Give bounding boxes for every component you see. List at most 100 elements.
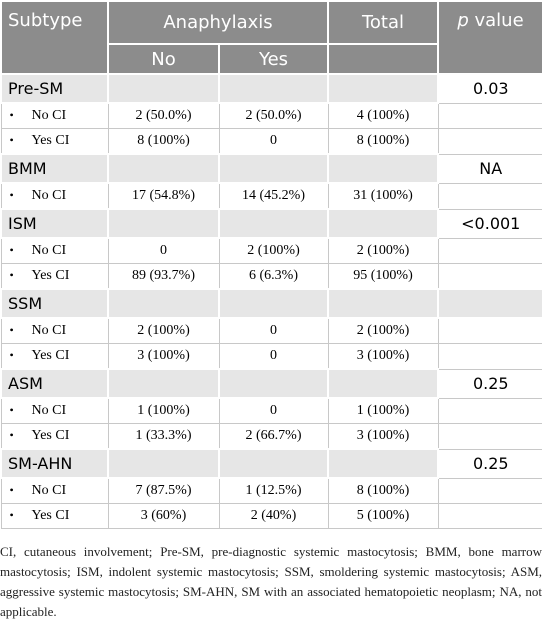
empty-cell: [327, 448, 439, 479]
count-cell: 17 (54.8%): [107, 182, 220, 210]
row-label: Yes CI: [0, 503, 109, 529]
empty-cell: [437, 237, 542, 264]
data-row: No CI2 (100%)02 (100%): [0, 317, 542, 344]
header-cell: Anaphylaxis: [107, 0, 329, 45]
count-cell: 0: [218, 397, 329, 424]
p-value-cell: 0.25: [437, 448, 542, 479]
header-cell: Yes: [218, 43, 329, 75]
count-cell: 5 (100%): [327, 503, 439, 529]
count-cell: 1 (100%): [107, 397, 220, 424]
subtype-cell: Pre-SM: [0, 73, 109, 104]
count-cell: 7 (87.5%): [107, 477, 220, 504]
empty-cell: [107, 208, 220, 239]
row-label: Yes CI: [0, 343, 109, 370]
p-value-cell: NA: [437, 153, 542, 184]
count-cell: 0: [107, 237, 220, 264]
count-cell: 8 (100%): [327, 128, 439, 155]
subtype-cell: BMM: [0, 153, 109, 184]
row-label: No CI: [0, 102, 109, 129]
count-cell: 2 (50.0%): [107, 102, 220, 129]
subtype-cell: SM-AHN: [0, 448, 109, 479]
count-cell: 2 (40%): [218, 503, 329, 529]
data-row: Yes CI8 (100%)08 (100%): [0, 128, 542, 155]
data-row: Yes CI1 (33.3%)2 (66.7%)3 (100%): [0, 423, 542, 450]
count-cell: 2 (100%): [107, 317, 220, 344]
count-cell: 0: [218, 343, 329, 370]
empty-cell: [218, 153, 329, 184]
count-cell: 95 (100%): [327, 263, 439, 290]
row-label: No CI: [0, 237, 109, 264]
empty-cell: [437, 343, 542, 370]
row-label: Yes CI: [0, 263, 109, 290]
empty-cell: [437, 503, 542, 529]
count-cell: 2 (100%): [327, 237, 439, 264]
count-cell: 1 (12.5%): [218, 477, 329, 504]
count-cell: 14 (45.2%): [218, 182, 329, 210]
empty-cell: [327, 288, 439, 319]
data-row: No CI7 (87.5%)1 (12.5%)8 (100%): [0, 477, 542, 504]
footnote: CI, cutaneous involvement; Pre-SM, pre-d…: [0, 544, 542, 619]
group-row: SSM: [0, 288, 542, 319]
group-row: ASM 0.25: [0, 368, 542, 399]
empty-cell: [218, 288, 329, 319]
empty-cell: [218, 368, 329, 399]
header-text: p: [457, 10, 469, 31]
group-row: Pre-SM 0.03: [0, 73, 542, 104]
count-cell: 8 (100%): [327, 477, 439, 504]
empty-cell: [218, 208, 329, 239]
group-row: ISM <0.001: [0, 208, 542, 239]
row-label: No CI: [0, 182, 109, 210]
subtype-cell: ASM: [0, 368, 109, 399]
count-cell: 4 (100%): [327, 102, 439, 129]
row-label: Yes CI: [0, 128, 109, 155]
data-table: Subtype Anaphylaxis Total p value No Yes…: [0, 0, 542, 529]
row-label: No CI: [0, 397, 109, 424]
count-cell: 31 (100%): [327, 182, 439, 210]
empty-cell: [437, 128, 542, 155]
empty-cell: [327, 153, 439, 184]
p-value-cell: 0.25: [437, 368, 542, 399]
header-cell: Subtype: [0, 0, 109, 75]
row-label: No CI: [0, 317, 109, 344]
count-cell: 3 (100%): [327, 343, 439, 370]
group-row: SM-AHN 0.25: [0, 448, 542, 479]
data-row: Yes CI3 (60%)2 (40%)5 (100%): [0, 503, 542, 529]
empty-cell: [437, 477, 542, 504]
count-cell: 1 (33.3%): [107, 423, 220, 450]
count-cell: 0: [218, 128, 329, 155]
header-row: No Yes: [1, 43, 542, 75]
empty-cell: [437, 288, 542, 319]
empty-cell: [327, 73, 439, 104]
empty-cell: [107, 73, 220, 104]
count-cell: 8 (100%): [107, 128, 220, 155]
empty-cell: [437, 397, 542, 424]
data-row: Yes CI3 (100%)03 (100%): [0, 343, 542, 370]
count-cell: 1 (100%): [327, 397, 439, 424]
empty-cell: [107, 368, 220, 399]
group-row: BMM NA: [0, 153, 542, 184]
count-cell: 2 (66.7%): [218, 423, 329, 450]
subtype-cell: SSM: [0, 288, 109, 319]
row-label: No CI: [0, 477, 109, 504]
p-value-cell: <0.001: [437, 208, 542, 239]
count-cell: 2 (100%): [218, 237, 329, 264]
table-body: Pre-SM0.03No CI2 (50.0%)2 (50.0%)4 (100%…: [0, 73, 542, 529]
count-cell: 6 (6.3%): [218, 263, 329, 290]
count-cell: 3 (60%): [107, 503, 220, 529]
subtype-cell: ISM: [0, 208, 109, 239]
empty-cell: [218, 73, 329, 104]
empty-cell: [327, 208, 439, 239]
header-text: value: [474, 10, 524, 31]
count-cell: 3 (100%): [107, 343, 220, 370]
empty-cell: [107, 288, 220, 319]
header-row: Subtype Anaphylaxis Total p value: [0, 0, 542, 75]
count-cell: 2 (100%): [327, 317, 439, 344]
empty-cell: [218, 448, 329, 479]
data-row: No CI1 (100%)01 (100%): [0, 397, 542, 424]
header-cell: p value: [437, 0, 542, 75]
empty-cell: [107, 153, 220, 184]
